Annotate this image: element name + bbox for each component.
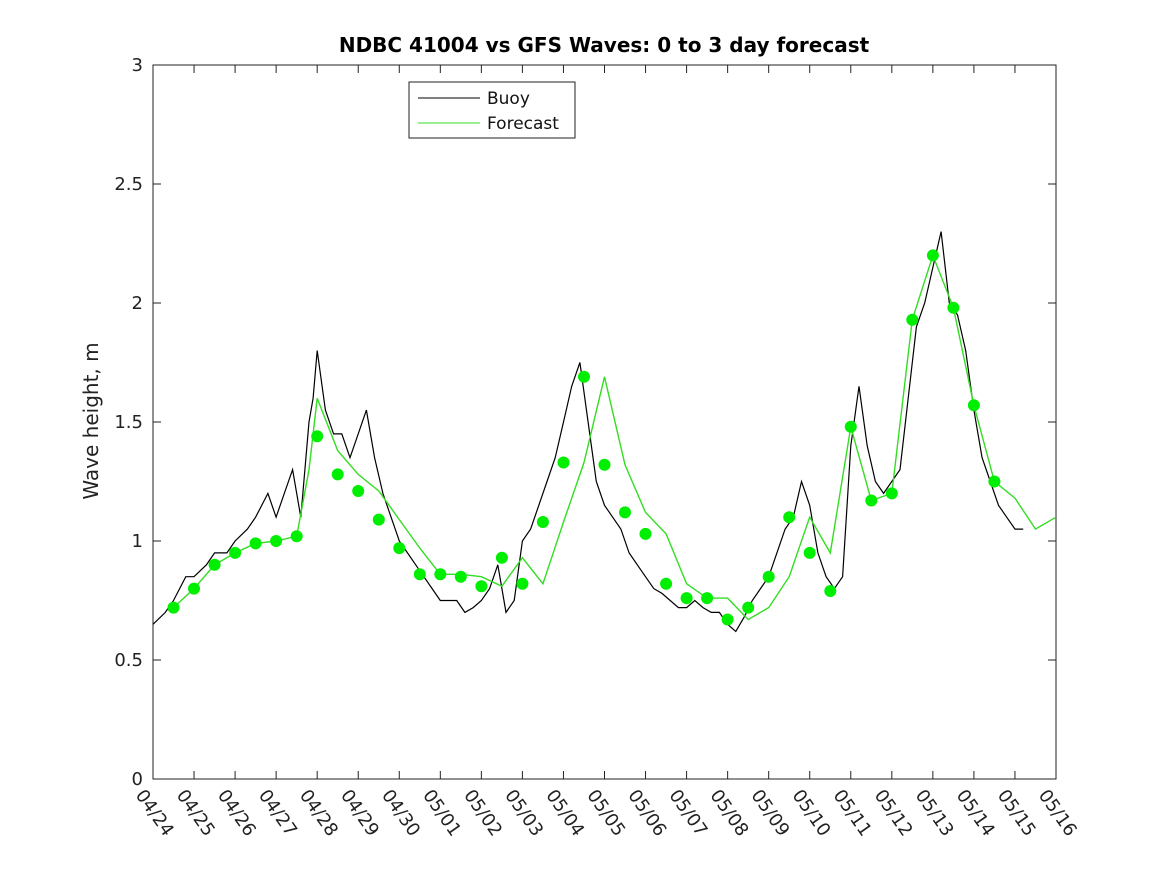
x-tick-label: 04/27 (254, 786, 301, 841)
forecast-marker (495, 551, 508, 564)
x-tick-label: 05/10 (788, 786, 835, 841)
forecast-marker (578, 370, 590, 383)
x-tick-label: 05/07 (664, 786, 711, 841)
series-forecast (173, 253, 1057, 621)
forecast-marker (639, 527, 652, 540)
forecast-marker (270, 535, 283, 547)
x-tick-label: 05/11 (829, 786, 876, 841)
forecast-marker (229, 546, 242, 559)
x-tick-label: 05/08 (706, 786, 753, 841)
forecast-marker (701, 592, 714, 605)
y-axis-label: Wave height, m (79, 342, 103, 499)
forecast-marker (536, 516, 549, 528)
y-axis: 0 0.5 1 1.5 2 2.5 3 (114, 55, 1056, 790)
forecast-marker (721, 613, 734, 626)
forecast-marker (783, 511, 796, 524)
forecast-marker (885, 487, 898, 500)
buoy-line (152, 231, 1024, 633)
x-tick-label: 04/29 (336, 786, 383, 841)
forecast-marker (824, 585, 837, 597)
plot-area (152, 64, 1057, 780)
forecast-marker (988, 475, 1001, 488)
forecast-marker (844, 420, 857, 433)
forecast-marker (167, 601, 180, 614)
x-tick-label: 05/14 (952, 786, 999, 841)
y-tick-label: 0.5 (114, 650, 143, 671)
legend-label-forecast: Forecast (487, 114, 559, 134)
forecast-marker (188, 582, 200, 595)
forecast-marker (598, 458, 611, 471)
series-forecast-markers (167, 249, 1001, 626)
x-tick-label: 05/04 (541, 786, 588, 841)
forecast-marker (742, 601, 755, 614)
forecast-marker (290, 530, 303, 543)
forecast-marker (906, 313, 919, 326)
x-tick-label: 05/01 (418, 786, 465, 841)
x-tick-label: 05/03 (500, 786, 547, 841)
forecast-marker (865, 494, 878, 507)
forecast-marker (947, 301, 960, 314)
x-tick-label: 04/30 (377, 786, 424, 841)
forecast-marker (967, 399, 980, 412)
forecast-marker (803, 546, 816, 559)
x-tick-label: 05/15 (993, 786, 1040, 841)
x-tick-label: 04/25 (172, 786, 219, 841)
x-tick-label: 05/06 (623, 786, 670, 841)
forecast-marker (660, 577, 673, 590)
forecast-marker (557, 456, 570, 469)
x-tick-label: 05/05 (582, 786, 629, 841)
forecast-line (173, 253, 1057, 621)
forecast-marker (680, 592, 693, 605)
forecast-marker (311, 430, 324, 443)
forecast-marker (331, 468, 344, 481)
x-tick-label: 04/28 (295, 786, 342, 841)
y-tick-label: 0 (132, 769, 143, 790)
forecast-marker (413, 568, 426, 581)
forecast-marker (926, 249, 939, 262)
forecast-marker (208, 558, 221, 571)
x-tick-label: 05/13 (911, 786, 958, 841)
x-tick-label: 05/09 (747, 786, 794, 841)
y-tick-label: 2 (132, 293, 143, 314)
y-tick-label: 3 (132, 55, 143, 76)
y-tick-label: 1.5 (114, 412, 143, 433)
forecast-marker (372, 513, 385, 526)
y-tick-label: 2.5 (114, 174, 143, 195)
forecast-marker (454, 570, 467, 583)
forecast-marker (475, 580, 488, 593)
x-tick-label: 05/02 (459, 786, 506, 841)
forecast-marker (249, 537, 262, 550)
legend-box (408, 81, 576, 139)
forecast-marker (393, 542, 406, 555)
x-tick-label: 05/16 (1034, 786, 1081, 841)
series-buoy (152, 231, 1024, 633)
x-tick-label: 04/24 (131, 786, 178, 841)
legend-label-buoy: Buoy (487, 89, 530, 109)
forecast-marker (762, 570, 775, 583)
x-tick-label: 04/26 (213, 786, 260, 841)
forecast-marker (352, 485, 365, 497)
chart-title: NDBC 41004 vs GFS Waves: 0 to 3 day fore… (339, 33, 870, 57)
forecast-marker (434, 568, 447, 581)
x-tick-label: 05/12 (870, 786, 917, 841)
forecast-marker (516, 577, 529, 590)
legend: Buoy Forecast (408, 81, 576, 139)
y-tick-label: 1 (132, 531, 143, 552)
forecast-marker (619, 506, 631, 519)
